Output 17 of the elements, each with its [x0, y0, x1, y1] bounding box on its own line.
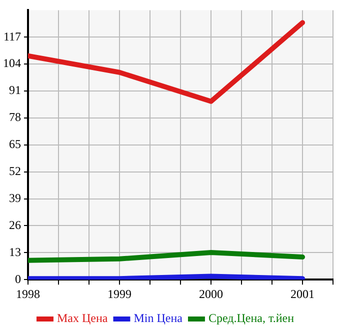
- x-tick-label: 1998: [16, 286, 40, 301]
- x-tick-label: 2001: [290, 286, 315, 301]
- y-tick-label: 39: [9, 190, 21, 205]
- y-tick-label: 104: [3, 56, 21, 70]
- y-tick-label: 26: [9, 218, 21, 232]
- y-tick-label: 78: [9, 110, 21, 124]
- y-tick-label: 117: [3, 29, 21, 44]
- x-tick-label: 1999: [108, 286, 132, 301]
- y-tick-label: 0: [15, 272, 21, 286]
- legend-label: Min Цена: [134, 311, 184, 326]
- legend-label: Сред.Цена, т.йен: [208, 311, 295, 326]
- y-tick-label: 91: [9, 83, 21, 98]
- y-tick-label: 13: [9, 244, 21, 259]
- x-tick-label: 2000: [199, 286, 224, 301]
- legend-label: Max Цена: [56, 311, 108, 326]
- y-tick-label: 65: [9, 137, 21, 152]
- y-tick-label: 52: [9, 164, 21, 178]
